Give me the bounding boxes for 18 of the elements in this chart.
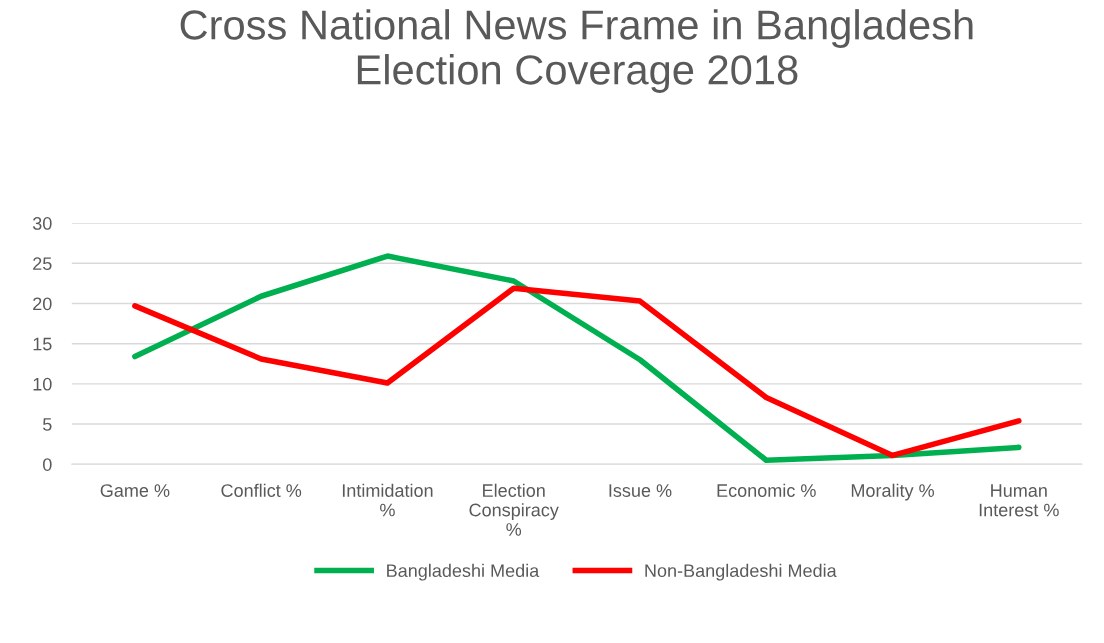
chart-title: Cross National News Frame in Bangladesh Election Coverage 2018 [180,9,973,93]
y-tick-label: 0 [42,458,52,471]
y-tick-label: 20 [33,297,52,311]
x-tick-label: Election Conspiracy % [469,483,559,536]
y-tick-label: 15 [33,337,52,351]
legend-label: Non-Bangladeshi Media [645,563,837,581]
x-tick-label: Morality % [851,483,935,501]
y-tick-label: 25 [33,257,52,271]
x-tick-label: Economic % [717,483,816,497]
y-tick-label: 5 [43,418,52,431]
legend-label: Bangladeshi Media [387,563,540,581]
x-tick-label: Human Interest % [979,484,1059,517]
x-tick-label: Intimidation % [342,483,433,517]
x-tick-label: Game % [100,484,170,497]
x-tick-label: Issue % [609,484,672,497]
y-tick-label: 30 [32,217,52,230]
y-tick-label: 10 [33,377,52,391]
x-tick-label: Conflict % [221,483,302,497]
